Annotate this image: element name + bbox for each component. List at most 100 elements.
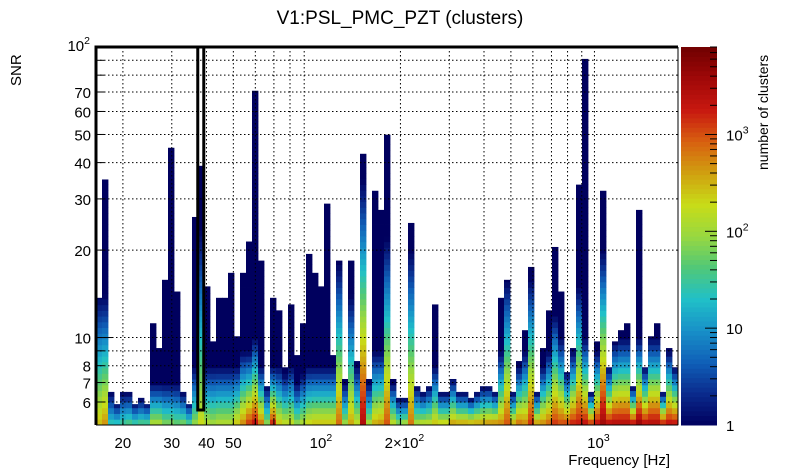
heatmap-cell <box>150 413 157 420</box>
heatmap-cell <box>360 287 367 294</box>
heatmap-cell <box>600 247 607 254</box>
heatmap-cells <box>96 58 679 426</box>
heatmap-cell <box>360 310 367 317</box>
heatmap-cell <box>516 419 523 426</box>
heatmap-cell <box>426 407 433 414</box>
colorbar-swatch <box>681 89 717 95</box>
heatmap-cell <box>204 344 211 351</box>
heatmap-cell <box>294 362 301 369</box>
heatmap-cell <box>342 384 349 392</box>
heatmap-cell <box>360 190 367 197</box>
heatmap-cell <box>636 350 643 357</box>
heatmap-cell <box>324 379 331 386</box>
heatmap-cell <box>234 344 241 351</box>
heatmap-cell <box>288 316 295 323</box>
heatmap-cell <box>360 224 367 231</box>
heatmap-cell <box>576 356 583 363</box>
heatmap-cell <box>420 407 427 414</box>
heatmap-cell <box>474 402 481 409</box>
heatmap-cell <box>540 362 547 369</box>
heatmap-cell <box>336 419 343 426</box>
heatmap-cell <box>372 327 379 334</box>
heatmap-cell <box>288 304 295 311</box>
heatmap-cell <box>168 419 175 426</box>
heatmap-cell <box>240 419 247 426</box>
heatmap-cell <box>594 356 601 363</box>
heatmap-cell <box>582 419 589 426</box>
colorbar-swatch <box>681 98 717 105</box>
heatmap-cell <box>444 419 451 426</box>
heatmap-cell <box>444 413 451 420</box>
heatmap-cell <box>516 379 523 386</box>
y-tick-label: 50 <box>74 127 91 144</box>
heatmap-cell <box>384 402 391 409</box>
heatmap-cell <box>648 339 655 346</box>
heatmap-cell <box>408 362 415 369</box>
heatmap-cell <box>360 367 367 374</box>
heatmap-cell <box>336 260 343 266</box>
heatmap-cell <box>468 413 475 420</box>
heatmap-cell <box>618 344 625 351</box>
heatmap-cell <box>612 344 619 351</box>
heatmap-cell <box>162 419 169 426</box>
heatmap-cell <box>102 270 109 277</box>
heatmap-cell <box>198 281 205 288</box>
x-tick-label: 20 <box>115 435 132 452</box>
heatmap-cell <box>420 413 427 420</box>
heatmap-cell <box>576 270 583 277</box>
heatmap-cell <box>624 367 631 374</box>
colorbar-swatch <box>681 363 717 369</box>
heatmap-cell <box>582 253 589 260</box>
heatmap-cell <box>192 373 199 380</box>
heatmap-cell <box>174 310 181 317</box>
heatmap-cell <box>336 321 343 329</box>
heatmap-cell <box>408 264 415 271</box>
heatmap-cell <box>336 304 343 311</box>
heatmap-cell <box>96 419 103 426</box>
heatmap-cell <box>204 402 211 409</box>
heatmap-cell <box>342 378 349 380</box>
heatmap-cell <box>276 373 283 380</box>
heatmap-cell <box>564 373 571 380</box>
heatmap-cell <box>600 258 607 266</box>
heatmap-cell <box>636 281 643 288</box>
heatmap-cell <box>270 310 277 317</box>
heatmap-cell <box>540 348 547 351</box>
heatmap-cell <box>624 356 631 363</box>
heatmap-cell <box>396 419 403 426</box>
heatmap-cell <box>156 419 163 426</box>
heatmap-cell <box>258 373 265 380</box>
heatmap-cell <box>384 224 391 231</box>
heatmap-cell <box>594 373 601 380</box>
heatmap-cell <box>270 373 277 380</box>
heatmap-cell <box>324 316 331 323</box>
heatmap-cell <box>336 264 343 271</box>
heatmap-cell <box>246 287 253 294</box>
heatmap-cell <box>582 270 589 277</box>
colorbar-swatch <box>681 51 717 57</box>
heatmap-cell <box>390 384 397 392</box>
heatmap-cell <box>522 384 529 392</box>
heatmap-cell <box>654 356 661 363</box>
heatmap-cell <box>180 413 187 420</box>
heatmap-cell <box>180 396 187 403</box>
heatmap-cell <box>552 264 559 271</box>
heatmap-cell <box>216 390 223 397</box>
heatmap-cell <box>324 241 331 248</box>
heatmap-cell <box>336 413 343 420</box>
heatmap-cell <box>540 356 547 363</box>
heatmap-cell <box>372 384 379 392</box>
heatmap-cell <box>312 293 319 300</box>
heatmap-cell <box>192 293 199 300</box>
heatmap-cell <box>582 173 589 180</box>
heatmap-cell <box>378 209 385 214</box>
heatmap-cell <box>534 391 541 397</box>
heatmap-cell <box>450 402 457 409</box>
heatmap-cell <box>258 299 265 306</box>
heatmap-cell <box>558 321 565 329</box>
heatmap-cell <box>204 304 211 311</box>
heatmap-cell <box>672 367 679 374</box>
heatmap-cell <box>222 396 229 403</box>
heatmap-cell <box>360 167 367 174</box>
heatmap-cell <box>168 190 175 197</box>
